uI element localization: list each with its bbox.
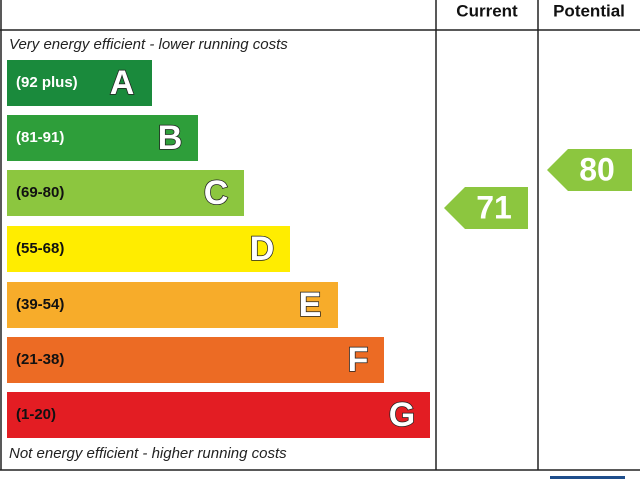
- band-d: [7, 226, 290, 272]
- bands: (92 plus) A (81-91) B (69-80) C (55-68) …: [7, 60, 430, 438]
- top-note: Very energy efficient - lower running co…: [9, 36, 288, 53]
- band-range: (81-91): [16, 129, 64, 146]
- potential-header: Potential: [553, 1, 625, 20]
- band-range: (69-80): [16, 184, 64, 201]
- band-letter: G: [389, 396, 415, 434]
- band-letter: F: [348, 341, 369, 379]
- band-letter: E: [299, 286, 322, 324]
- band-range: (92 plus): [16, 74, 78, 91]
- band-b: [7, 115, 198, 161]
- band-range: (1-20): [16, 406, 56, 423]
- potential-arrow: [547, 149, 632, 191]
- band-letter: D: [250, 230, 275, 268]
- band-letter: B: [158, 119, 183, 157]
- current-arrow: [444, 187, 528, 229]
- band-f: [7, 337, 384, 383]
- current-score: 71: [476, 189, 512, 225]
- current-header: Current: [456, 1, 518, 20]
- band-g: [7, 392, 430, 438]
- band-c: [7, 170, 244, 216]
- potential-score: 80: [579, 151, 615, 187]
- band-range: (21-38): [16, 351, 64, 368]
- band-range: (39-54): [16, 296, 64, 313]
- band-range: (55-68): [16, 240, 64, 257]
- bottom-note: Not energy efficient - higher running co…: [9, 445, 287, 462]
- band-e: [7, 282, 338, 328]
- next-section: [550, 476, 625, 479]
- band-letter: C: [204, 174, 229, 212]
- band-letter: A: [110, 64, 135, 102]
- band-a: [7, 60, 152, 106]
